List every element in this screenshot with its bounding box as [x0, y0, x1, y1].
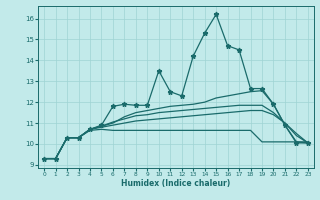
X-axis label: Humidex (Indice chaleur): Humidex (Indice chaleur)	[121, 179, 231, 188]
